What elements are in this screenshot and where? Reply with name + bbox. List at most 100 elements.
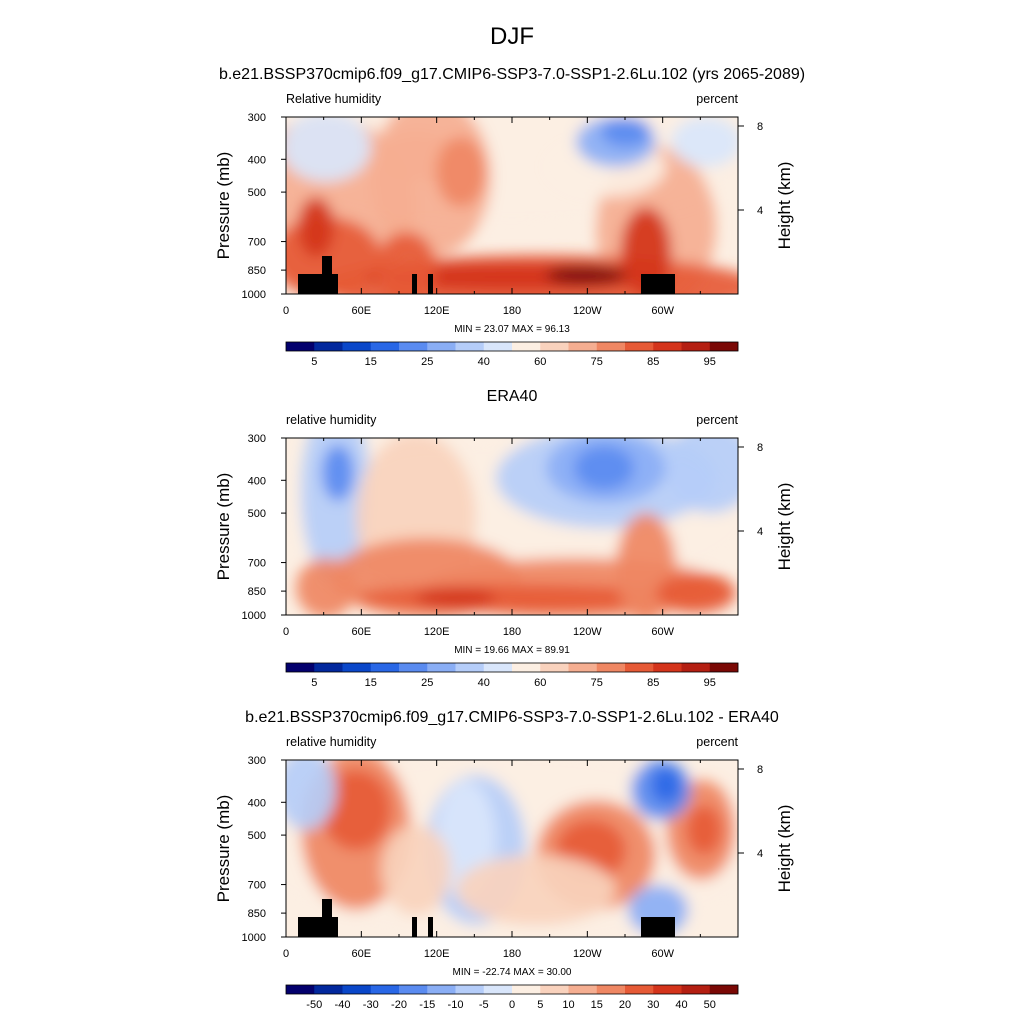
y-axis-title: Pressure (mb) — [214, 152, 233, 260]
x-tick-label: 180 — [503, 626, 521, 638]
contour-fill-region — [376, 232, 436, 294]
observations-panel: relative humidity percent 0 60E 120E 180 120W 6… — [214, 413, 794, 689]
contour-field — [286, 438, 738, 615]
x-tick-label: 120W — [573, 948, 602, 960]
y-tick-label: 1000 — [242, 289, 266, 301]
colorbar-label: -50 — [306, 999, 322, 1011]
x-tick-label: 60W — [651, 948, 674, 960]
contour-field — [286, 117, 738, 294]
x-tick-label: 60E — [352, 305, 372, 317]
height-tick-label: 4 — [757, 848, 763, 860]
colorbar-label: 10 — [562, 999, 574, 1011]
x-tick-label: 0 — [283, 305, 289, 317]
colorbar-swatch — [681, 342, 711, 351]
colorbar-swatch — [540, 342, 569, 351]
y-tick-label: 400 — [248, 475, 266, 487]
x-tick-label: 60W — [651, 305, 674, 317]
colorbar-label: 60 — [534, 356, 546, 368]
colorbar-label: 85 — [647, 677, 659, 689]
colorbar-swatch — [568, 985, 598, 994]
height-tick-label: 4 — [757, 526, 763, 538]
variable-label: Relative humidity — [286, 92, 382, 106]
topography-mask — [428, 274, 433, 294]
colorbar-swatch — [596, 663, 626, 672]
y-tick-label: 500 — [248, 187, 266, 199]
colorbar-swatch — [342, 342, 372, 351]
topography-mask — [428, 917, 433, 937]
colorbar-label: 40 — [478, 356, 490, 368]
x-tick-label: 60E — [352, 948, 372, 960]
colorbar-label: -30 — [363, 999, 379, 1011]
colorbar-label: 25 — [421, 356, 433, 368]
min-max-label: MIN = 19.66 MAX = 89.91 — [454, 645, 570, 656]
y-tick-label: 300 — [248, 112, 266, 124]
colorbar-label: -40 — [335, 999, 351, 1011]
colorbar-swatch — [681, 985, 711, 994]
colorbar-label: 75 — [591, 356, 603, 368]
season-title: DJF — [490, 23, 534, 50]
y-tick-label: 300 — [248, 433, 266, 445]
topography-mask — [641, 917, 675, 937]
x-tick-label: 120W — [573, 305, 602, 317]
contour-fill-region — [296, 558, 356, 615]
contour-fill-region — [686, 805, 722, 855]
contour-fill-region — [416, 588, 496, 608]
colorbar-swatch — [681, 663, 711, 672]
colorbar-swatch — [625, 985, 654, 994]
colorbar-swatch — [399, 985, 428, 994]
colorbar-swatch — [370, 985, 400, 994]
colorbar-label: 0 — [509, 999, 515, 1011]
contour-fills — [286, 760, 738, 937]
colorbar-swatch — [653, 342, 682, 351]
difference-panel: relative humidity percent 0 60E 120E 180 120W 6… — [214, 735, 794, 1011]
y-tick-label: 850 — [248, 265, 266, 277]
y-tick-label: 850 — [248, 586, 266, 598]
colorbar-swatch — [370, 342, 400, 351]
colorbar-label: 60 — [534, 677, 546, 689]
y-tick-label: 1000 — [242, 610, 266, 622]
colorbar-label: 85 — [647, 356, 659, 368]
colorbar-swatch — [286, 342, 315, 351]
topography-mask — [322, 899, 332, 937]
colorbar-label: 30 — [647, 999, 659, 1011]
contour-field — [286, 760, 738, 937]
colorbar-swatch — [427, 663, 456, 672]
colorbar-swatch — [483, 985, 513, 994]
x-tick-label: 180 — [503, 305, 521, 317]
y-axis-title: Pressure (mb) — [214, 473, 233, 581]
colorbar-label: 15 — [591, 999, 603, 1011]
colorbar-swatch — [455, 342, 485, 351]
colorbar-swatch — [709, 985, 739, 994]
units-label: percent — [696, 735, 738, 749]
colorbar-frame — [285, 341, 739, 352]
y-tick-label: 300 — [248, 755, 266, 767]
colorbar-label: 25 — [421, 677, 433, 689]
y-tick-label: 700 — [248, 880, 266, 892]
colorbar-swatch — [512, 342, 541, 351]
contour-fill-region — [546, 265, 626, 285]
right-axis-title: Height (km) — [775, 805, 794, 893]
colorbar-label: 50 — [704, 999, 716, 1011]
colorbar-swatch — [427, 342, 456, 351]
contour-fill-region — [671, 117, 738, 167]
height-tick-label: 8 — [757, 442, 763, 454]
observations-title: ERA40 — [487, 388, 538, 405]
contour-fill-region — [666, 438, 738, 513]
colorbar-label: 95 — [704, 356, 716, 368]
y-axis-title: Pressure (mb) — [214, 795, 233, 903]
colorbar-swatch — [314, 985, 343, 994]
colorbar-swatch — [455, 985, 485, 994]
variable-label: relative humidity — [286, 413, 377, 427]
x-tick-label: 0 — [283, 626, 289, 638]
colorbar-label: 75 — [591, 677, 603, 689]
colorbar-swatch — [483, 342, 513, 351]
colorbar-swatch — [370, 663, 400, 672]
colorbar-swatch — [625, 663, 654, 672]
y-tick-label: 700 — [248, 558, 266, 570]
topography-mask — [322, 256, 332, 294]
colorbar-swatch — [427, 985, 456, 994]
contour-fill-region — [456, 855, 616, 925]
y-tick-label: 500 — [248, 508, 266, 520]
height-tick-label: 8 — [757, 764, 763, 776]
